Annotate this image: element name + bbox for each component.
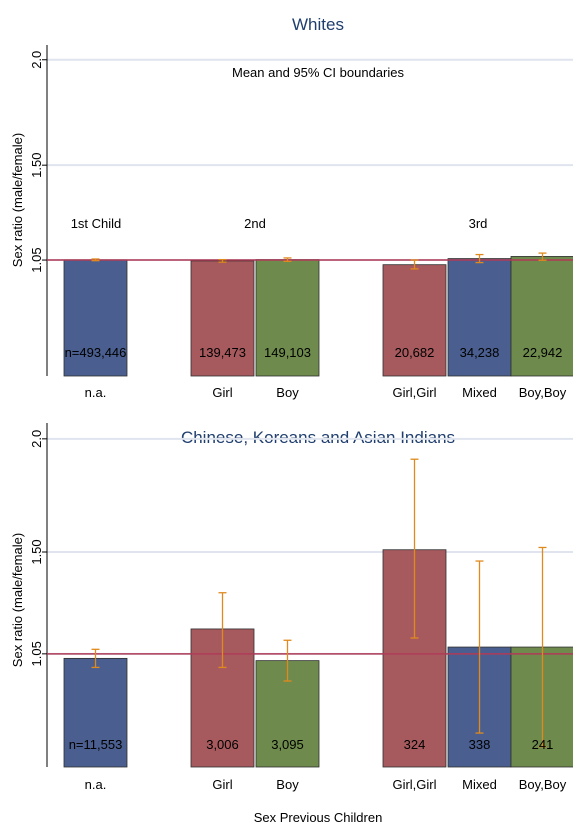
count-label: 20,682 [395,345,435,360]
error-bar [91,258,100,262]
bar [63,657,128,768]
count-label: 139,473 [199,345,246,360]
chart-title: Chinese, Koreans and Asian Indians [181,428,455,447]
error-bar [91,648,100,669]
error-bar [410,458,419,639]
group-label: 1st Child [71,216,122,231]
y-axis-label: Sex ratio (male/female) [10,133,25,267]
y-tick-label: 1.50 [29,539,44,564]
error-bar [218,592,227,669]
category-label: Mixed [462,385,497,400]
count-label: 3,095 [271,737,304,752]
error-bar [283,639,292,682]
error-bar [475,560,484,734]
count-label: n=493,446 [65,345,127,360]
error-bar [538,252,547,261]
error-bar [475,253,484,264]
bar [447,258,512,377]
bar [510,256,573,377]
category-label: Girl,Girl [392,777,436,792]
category-label: n.a. [85,385,107,400]
category-label: Boy,Boy [519,385,567,400]
category-label: Boy,Boy [519,777,567,792]
count-label: 241 [532,737,554,752]
count-label: n=11,553 [69,737,123,752]
category-label: Mixed [462,777,497,792]
error-bar [218,258,227,263]
y-tick-label: 1.50 [29,153,44,178]
chart-title: Whites [292,15,344,34]
bar [382,264,447,377]
y-axis-label: Sex ratio (male/female) [10,533,25,667]
error-bar [410,259,419,270]
category-label: Girl [212,385,232,400]
count-label: 324 [404,737,426,752]
category-label: n.a. [85,777,107,792]
category-label: Girl [212,777,232,792]
chart-subtitle: Mean and 95% CI boundaries [232,65,405,80]
x-axis-label: Sex Previous Children [254,810,383,825]
chart-panel-2: Chinese, Koreans and Asian Indians 1.05 1.… [10,423,573,825]
error-bar [283,257,292,262]
y-tick-label: 2.0 [29,51,44,69]
count-label: 34,238 [460,345,500,360]
bar [190,260,255,377]
category-label: Boy [276,385,299,400]
count-label: 3,006 [206,737,239,752]
group-label: 3rd [469,216,488,231]
count-label: 149,103 [264,345,311,360]
y-tick-label: 1.05 [29,641,44,666]
count-label: 22,942 [523,345,563,360]
bar [255,259,320,377]
count-label: 338 [469,737,491,752]
y-tick-label: 1.05 [29,247,44,272]
bar [63,259,128,377]
error-bar [538,546,547,748]
y-tick-label: 2.0 [29,430,44,448]
category-label: Girl,Girl [392,385,436,400]
category-label: Boy [276,777,299,792]
group-label: 2nd [244,216,266,231]
chart-panel-1: Whites 1.05 1.50 2.0 Sex ratio (male/female)… [10,15,573,400]
